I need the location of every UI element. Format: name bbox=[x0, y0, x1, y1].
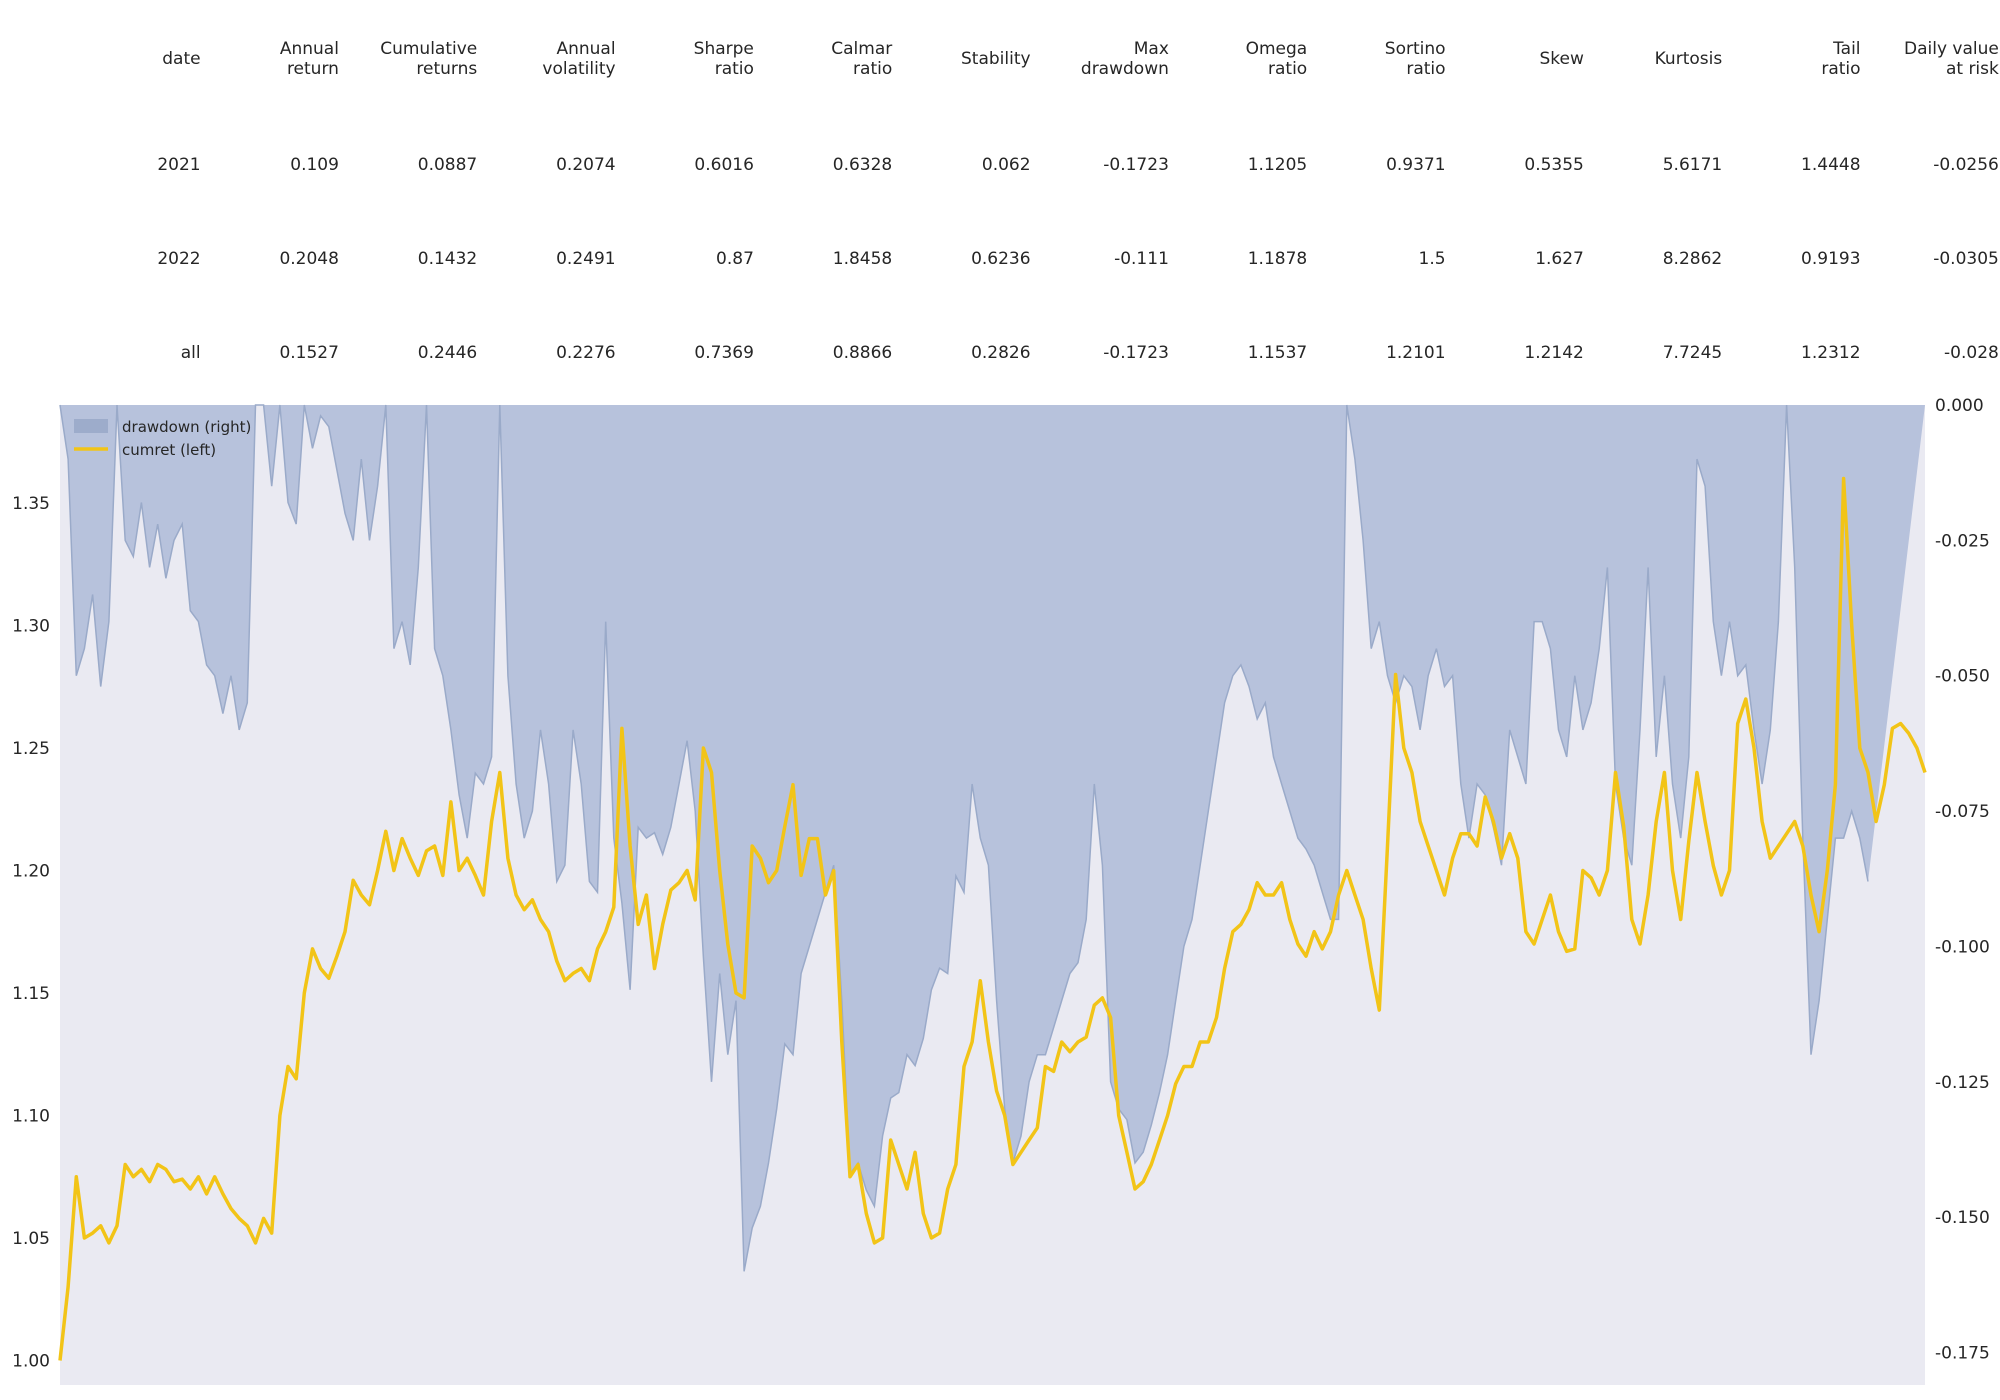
table-cell: 0.9193 bbox=[1801, 249, 1861, 269]
column-header: Cumulative returns bbox=[380, 39, 478, 79]
table-cell: -0.1723 bbox=[1103, 343, 1169, 363]
table-cell: 0.2446 bbox=[417, 343, 478, 363]
stats-spacer bbox=[0, 0, 62, 118]
table-cell: 1.627 bbox=[1535, 249, 1584, 269]
table-cell: 1.1205 bbox=[1247, 155, 1308, 175]
table-cell: -0.028 bbox=[1944, 343, 1999, 363]
table-cell: 2022 bbox=[157, 249, 201, 269]
stats-spacer bbox=[0, 306, 62, 400]
right-tick-label: -0.025 bbox=[1935, 531, 1990, 551]
left-axis: 1.00 1.05 1.10 1.15 1.20 1.25 1.30 1.35 bbox=[12, 494, 50, 1372]
stats-table: date Annual return Cumulative returns Annua… bbox=[0, 0, 2000, 400]
drawdown-edge bbox=[59, 404, 1869, 1272]
right-tick-label: -0.150 bbox=[1935, 1208, 1990, 1228]
column-header: Daily value at risk bbox=[1904, 39, 1999, 79]
legend-label: drawdown (right) bbox=[122, 418, 251, 436]
left-tick-label: 1.25 bbox=[12, 739, 50, 759]
table-cell: 1.4448 bbox=[1801, 155, 1861, 175]
table-cell: 0.1432 bbox=[417, 249, 478, 269]
right-axis: 0.000 -0.025 -0.050 -0.075 -0.100 -0.125 -0.15… bbox=[1935, 396, 1990, 1364]
table-cell: 1.1878 bbox=[1247, 249, 1308, 269]
table-cell: 0.2826 bbox=[971, 343, 1031, 363]
table-cell: 2021 bbox=[157, 155, 201, 175]
table-row: all 0.1527 0.2446 0.2276 0.7369 0.8866 0.2826 -… bbox=[0, 306, 2000, 400]
table-cell: 0.7369 bbox=[694, 343, 754, 363]
table-row: 2021 0.109 0.0887 0.2074 0.6016 0.6328 0.062 -0… bbox=[0, 118, 2000, 212]
right-tick-label: -0.125 bbox=[1935, 1073, 1990, 1093]
column-header: Skew bbox=[1539, 49, 1584, 69]
right-tick-label: -0.075 bbox=[1935, 802, 1990, 822]
table-cell: -0.0256 bbox=[1933, 155, 1999, 175]
left-tick-label: 1.15 bbox=[12, 984, 50, 1004]
column-header: Stability bbox=[961, 49, 1031, 69]
right-tick-label: 0.000 bbox=[1935, 396, 1984, 416]
cumret-line bbox=[58, 476, 1927, 1361]
stats-body: 2021 0.109 0.0887 0.2074 0.6016 0.6328 0.062 -0… bbox=[0, 118, 2000, 400]
left-tick-label: 1.10 bbox=[12, 1107, 50, 1127]
table-cell: 0.2048 bbox=[279, 249, 339, 269]
table-cell: 5.6171 bbox=[1662, 155, 1723, 175]
left-tick-label: 1.35 bbox=[12, 494, 50, 514]
stats-spacer bbox=[0, 212, 62, 306]
table-cell: 0.87 bbox=[716, 249, 754, 269]
table-cell: 0.2074 bbox=[556, 155, 616, 175]
left-tick-label: 1.20 bbox=[12, 862, 50, 882]
left-tick-label: 1.05 bbox=[12, 1229, 50, 1249]
table-cell: 0.6236 bbox=[971, 249, 1031, 269]
column-header: Annual volatility bbox=[542, 39, 616, 79]
table-cell: 0.0887 bbox=[417, 155, 478, 175]
table-cell: 0.6016 bbox=[694, 155, 754, 175]
column-header: Tail ratio bbox=[1821, 39, 1861, 79]
table-cell: 0.6328 bbox=[832, 155, 893, 175]
table-cell: -0.1723 bbox=[1103, 155, 1169, 175]
column-header: Sortino ratio bbox=[1384, 39, 1446, 79]
legend-label: cumret (left) bbox=[122, 441, 216, 459]
table-cell: 0.5355 bbox=[1524, 155, 1584, 175]
cumret-series bbox=[58, 476, 1927, 1361]
table-cell: 1.1537 bbox=[1247, 343, 1308, 363]
table-cell: 0.062 bbox=[981, 155, 1031, 175]
table-cell: 0.8866 bbox=[832, 343, 893, 363]
table-cell: 1.5 bbox=[1418, 249, 1446, 269]
table-cell: 1.2312 bbox=[1801, 343, 1861, 363]
right-tick-label: -0.175 bbox=[1935, 1344, 1990, 1364]
column-header: Annual return bbox=[279, 39, 339, 79]
table-cell: 0.2491 bbox=[556, 249, 616, 269]
column-header: Kurtosis bbox=[1654, 49, 1723, 69]
stats-header-row: date Annual return Cumulative returns Annua… bbox=[0, 0, 2000, 118]
table-cell: 0.9371 bbox=[1386, 155, 1446, 175]
table-cell: 1.8458 bbox=[832, 249, 893, 269]
drawdown-area bbox=[60, 405, 1925, 1272]
column-header: Sharpe ratio bbox=[693, 39, 754, 79]
left-tick-label: 1.30 bbox=[12, 617, 50, 637]
table-cell: 7.7245 bbox=[1662, 343, 1723, 363]
drawdown-series bbox=[59, 404, 1925, 1272]
column-header: Max drawdown bbox=[1080, 39, 1169, 79]
right-tick-label: -0.050 bbox=[1935, 667, 1990, 687]
column-header: date bbox=[162, 49, 201, 69]
table-cell: -0.0305 bbox=[1933, 249, 1999, 269]
table-cell: 8.2862 bbox=[1662, 249, 1723, 269]
table-cell: 0.109 bbox=[290, 155, 339, 175]
table-cell: 0.1527 bbox=[279, 343, 339, 363]
stats-spacer bbox=[0, 118, 62, 212]
table-cell: -0.111 bbox=[1114, 249, 1169, 269]
legend-area-swatch bbox=[74, 419, 108, 433]
column-header: Omega ratio bbox=[1245, 39, 1308, 79]
table-cell: 1.2101 bbox=[1386, 343, 1446, 363]
table-cell: 1.2142 bbox=[1524, 343, 1584, 363]
legend: drawdown (right) cumret (left) bbox=[74, 418, 251, 459]
table-cell: 0.2276 bbox=[556, 343, 616, 363]
left-tick-label: 1.00 bbox=[12, 1352, 50, 1372]
right-tick-label: -0.100 bbox=[1935, 937, 1990, 957]
column-header: Calmar ratio bbox=[831, 39, 893, 79]
table-row: 2022 0.2048 0.1432 0.2491 0.87 1.8458 0.6236 -0… bbox=[0, 212, 2000, 306]
table-cell: all bbox=[180, 343, 201, 363]
